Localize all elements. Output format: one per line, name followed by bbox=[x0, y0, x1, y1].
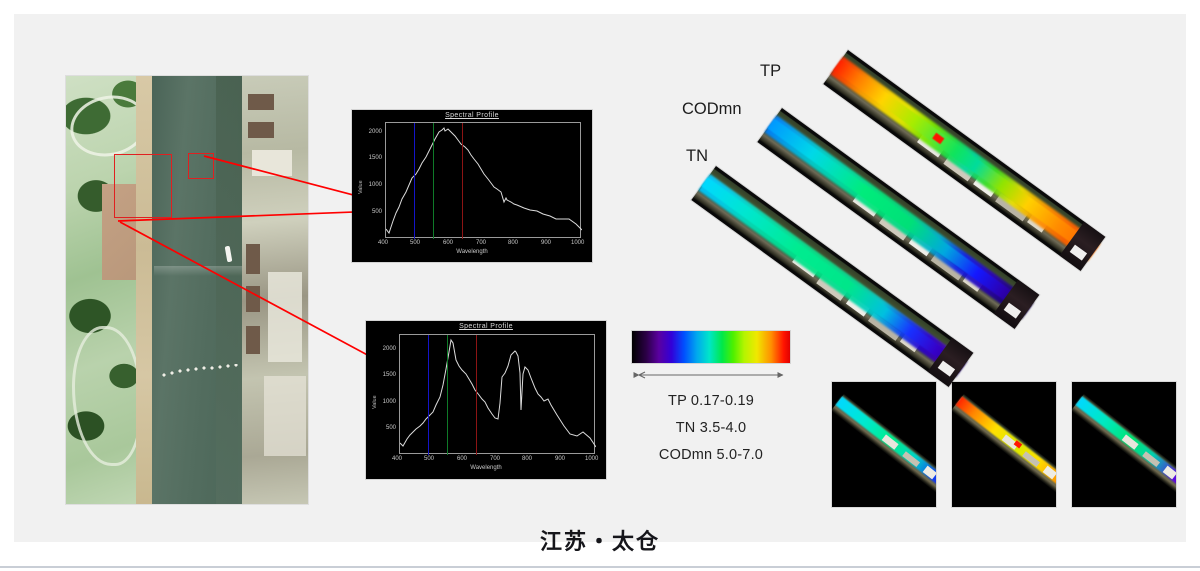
ytick-2000: 2000 bbox=[382, 346, 396, 352]
inversion-strip-maps: TN CODmn TP bbox=[682, 42, 1106, 387]
river-water-deep bbox=[216, 76, 242, 504]
xtick-600: 600 bbox=[457, 456, 468, 462]
codmn-value-ribbon-core bbox=[767, 118, 1032, 316]
xtick-900: 900 bbox=[541, 240, 552, 246]
ytick-1000: 1000 bbox=[368, 182, 382, 188]
detail-panel-3 bbox=[1072, 382, 1176, 507]
east-urban-area bbox=[242, 76, 308, 504]
ytick-1500: 1500 bbox=[382, 372, 396, 378]
page-title: 江苏・太仓 bbox=[539, 530, 660, 555]
panel-strip bbox=[952, 394, 1056, 507]
strip-label-codmn: CODmn bbox=[682, 100, 742, 118]
plot-area bbox=[399, 334, 597, 455]
roi-box-bank-lower bbox=[114, 154, 172, 218]
ytick-500: 500 bbox=[371, 209, 382, 215]
colorbar-range-arrow bbox=[631, 368, 791, 382]
blue-band-marker bbox=[428, 335, 430, 455]
xtick-700: 700 bbox=[490, 456, 501, 462]
strip-map-tn bbox=[691, 166, 974, 387]
ytick-2000: 2000 bbox=[368, 129, 382, 135]
xtick-1000: 1000 bbox=[571, 240, 585, 246]
panel-strip bbox=[832, 394, 936, 507]
strip-map-codmn bbox=[757, 108, 1040, 329]
value-colorbar bbox=[631, 330, 791, 364]
legend-codmn: CODmn 5.0-7.0 bbox=[658, 447, 764, 463]
strip-label-tp: TP bbox=[760, 62, 782, 80]
xtick-500: 500 bbox=[410, 240, 421, 246]
spectral-curve bbox=[399, 338, 597, 448]
xtick-600: 600 bbox=[443, 240, 454, 246]
tp-value-ribbon-core bbox=[833, 59, 1099, 258]
spectral-chart-top: Spectral Profile 2000 1500 1000 500 Valu… bbox=[352, 110, 592, 262]
y-axis-label: Value bbox=[358, 180, 364, 194]
panel-strip bbox=[1072, 394, 1176, 507]
ytick-500: 500 bbox=[385, 425, 396, 431]
green-band-marker bbox=[433, 123, 435, 239]
xtick-900: 900 bbox=[555, 456, 566, 462]
bottom-divider bbox=[0, 566, 1200, 568]
xtick-800: 800 bbox=[522, 456, 533, 462]
strip-map-tp bbox=[823, 50, 1106, 271]
water-wake bbox=[154, 266, 242, 276]
xtick-800: 800 bbox=[508, 240, 519, 246]
plot-area bbox=[385, 122, 583, 239]
chart-title: Spectral Profile bbox=[459, 323, 513, 330]
detail-panel-2 bbox=[952, 382, 1056, 507]
spectral-chart-bottom: Spectral Profile 2000 1500 1000 500 Valu… bbox=[366, 321, 606, 479]
slide-canvas: Spectral Profile 2000 1500 1000 500 Valu… bbox=[14, 14, 1186, 555]
y-axis-label: Value bbox=[372, 395, 378, 409]
red-band-marker bbox=[476, 335, 478, 455]
ytick-1500: 1500 bbox=[368, 155, 382, 161]
xtick-700: 700 bbox=[476, 240, 487, 246]
xtick-400: 400 bbox=[378, 240, 389, 246]
detail-panel-1 bbox=[832, 382, 936, 507]
colorbar-legend: TP 0.17-0.19 TN 3.5-4.0 CODmn 5.0-7.0 bbox=[631, 330, 791, 463]
spectral-curve bbox=[385, 127, 583, 235]
xtick-1000: 1000 bbox=[585, 456, 599, 462]
xtick-400: 400 bbox=[392, 456, 403, 462]
tn-value-ribbon-core bbox=[701, 177, 966, 374]
strip-label-tn: TN bbox=[686, 147, 708, 165]
roi-box-water-upper bbox=[188, 153, 214, 179]
green-band-marker bbox=[447, 335, 449, 455]
blue-band-marker bbox=[414, 123, 416, 239]
x-axis-label: Wavelength bbox=[456, 249, 488, 255]
x-axis-label: Wavelength bbox=[470, 465, 502, 471]
legend-tn: TN 3.5-4.0 bbox=[675, 420, 747, 436]
buoy-line bbox=[162, 364, 246, 378]
ytick-1000: 1000 bbox=[382, 399, 396, 405]
red-band-marker bbox=[462, 123, 464, 239]
legend-tp: TP 0.17-0.19 bbox=[668, 393, 754, 409]
aerial-river-photo bbox=[66, 76, 308, 504]
xtick-500: 500 bbox=[424, 456, 435, 462]
chart-title: Spectral Profile bbox=[445, 112, 499, 119]
